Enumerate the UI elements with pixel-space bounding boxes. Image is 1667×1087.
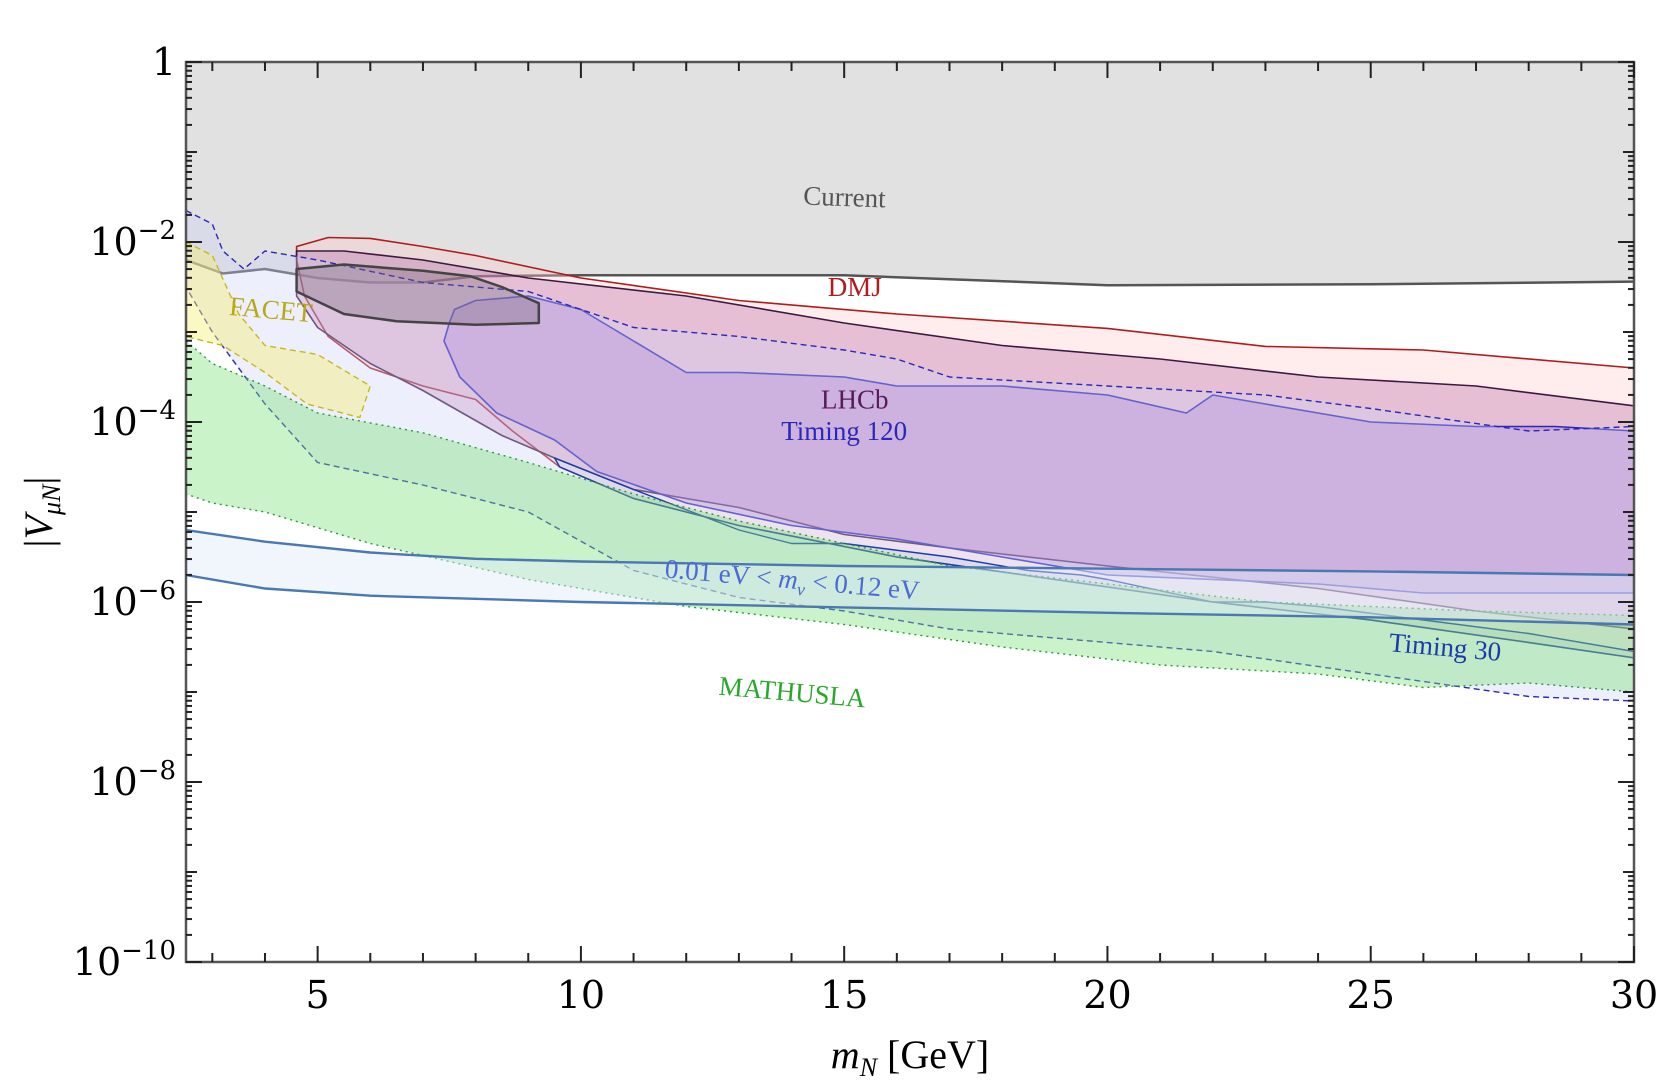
series-mathusla: [186, 340, 1634, 693]
x-tick-label: 10: [557, 973, 605, 1017]
series-current-inner: [295, 263, 541, 327]
x-tick-label: 15: [820, 973, 868, 1017]
band-upper-line: [186, 528, 1634, 577]
y-tick-base: 10: [89, 400, 137, 444]
y-tick-exponent: −8: [138, 756, 176, 786]
y-axis-bar-right: |: [16, 477, 61, 485]
region-current: [186, 62, 1634, 286]
y-tick-label: 1: [152, 40, 176, 84]
y-tick-base: 1: [152, 40, 176, 84]
series-current: [186, 62, 1634, 287]
series-timing-120: [443, 295, 1634, 594]
label-timing-120: Timing 120: [781, 416, 907, 446]
axis-ticks: [186, 61, 1635, 963]
y-tick-exponent: −10: [121, 936, 176, 966]
y-tick-label: 10−4: [89, 396, 176, 444]
region-facet: [186, 241, 371, 419]
x-tick-label: 5: [306, 973, 330, 1017]
label-lhcb: LHCb: [821, 385, 889, 415]
series-timing-30: [553, 457, 1634, 659]
x-axis-unit: [GeV]: [877, 1032, 989, 1077]
x-tick-label: 30: [1610, 973, 1658, 1017]
label-facet: FACET: [228, 291, 314, 328]
y-axis-title: |VμN|: [16, 477, 66, 548]
series-lhcb: [295, 250, 1634, 630]
x-axis-title: mN [GeV]: [831, 1032, 989, 1082]
series-timing-120-dashed: [186, 209, 1634, 702]
y-axis-sub: μN: [37, 483, 66, 516]
y-tick-label: 10−6: [89, 576, 176, 624]
y-tick-label: 10−10: [73, 936, 176, 984]
mass-label-sub: ν: [796, 579, 806, 600]
y-tick-base: 10: [89, 580, 137, 624]
x-axis-sub: N: [859, 1053, 879, 1082]
region-current-inner: [295, 263, 541, 327]
label-current: Current: [803, 181, 887, 214]
band-lower-line: [186, 573, 1634, 626]
y-axis-symbol: V: [16, 510, 61, 539]
y-tick-label: 10−8: [89, 756, 176, 804]
region-timing-120-dashed: [186, 209, 1634, 702]
region-mathusla: [186, 340, 1634, 693]
mass-label-symbol: m: [777, 563, 799, 595]
x-tick-label: 20: [1083, 973, 1131, 1017]
region-timing-120: [443, 295, 1634, 594]
y-tick-exponent: −2: [138, 216, 176, 246]
y-tick-base: 10: [89, 760, 137, 804]
y-tick-label: 10−2: [89, 216, 176, 264]
y-tick-exponent: −6: [138, 576, 176, 606]
x-tick-label: 25: [1347, 973, 1395, 1017]
series-0-01-ev-m-0-12-ev: [186, 528, 1634, 626]
y-axis-bar-left: |: [16, 539, 61, 547]
x-axis-symbol: m: [831, 1032, 860, 1077]
boundary-current: [186, 258, 1634, 287]
y-tick-base: 10: [89, 220, 137, 264]
region-lhcb: [295, 250, 1634, 630]
label-dmj: DMJ: [828, 272, 882, 302]
y-tick-base: 10: [73, 940, 121, 984]
region-timing-30: [553, 457, 1634, 659]
y-tick-exponent: −4: [138, 396, 176, 426]
series-facet: [186, 241, 371, 419]
series-layer: [186, 62, 1634, 702]
